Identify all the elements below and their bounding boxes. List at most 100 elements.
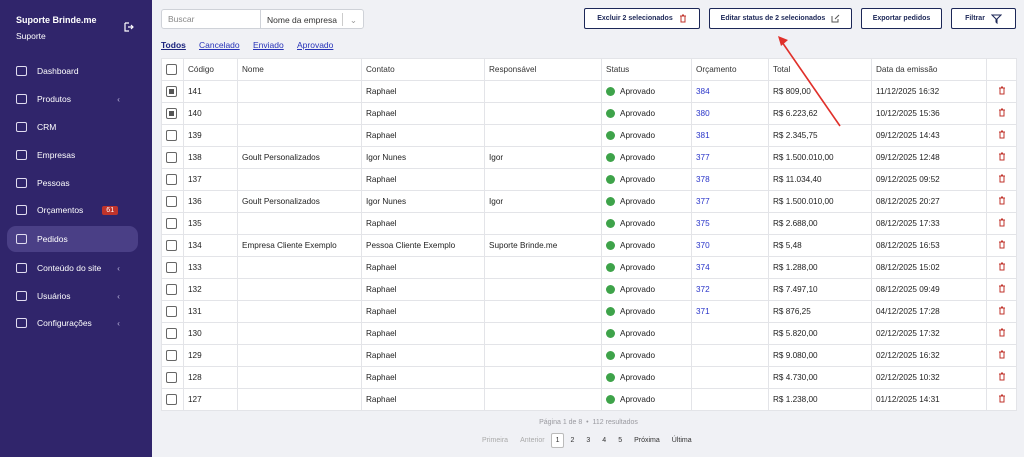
cell-text: Raphael <box>366 109 397 118</box>
filter-button[interactable]: Filtrar <box>951 8 1016 29</box>
row-checkbox[interactable] <box>166 350 177 361</box>
filter-tab[interactable]: Aprovado <box>297 40 334 50</box>
export-button[interactable]: Exportar pedidos <box>861 8 942 29</box>
row-checkbox[interactable] <box>166 394 177 405</box>
cell-codigo: 134 <box>183 234 238 257</box>
row-checkbox[interactable] <box>166 108 177 119</box>
cell-total: R$ 11.034,40 <box>768 168 872 191</box>
row-checkbox[interactable] <box>166 262 177 273</box>
menu-item[interactable]: Orçamentos 61 <box>7 197 138 223</box>
order-row: 128 Raphael Aprovado R$ 4.730,00 02/12/2025 … <box>161 366 1017 389</box>
filter-select[interactable]: Nome da empresa ⌄ <box>260 9 364 29</box>
quote-link[interactable]: 370 <box>696 241 710 250</box>
delete-icon[interactable] <box>998 218 1006 230</box>
delete-icon[interactable] <box>998 86 1006 98</box>
trash-icon <box>998 372 1005 380</box>
cell-contato: Pessoa Cliente Exemplo <box>361 234 485 257</box>
next-page[interactable]: Próxima <box>634 437 660 444</box>
quote-link[interactable]: 374 <box>696 263 710 272</box>
delete-icon[interactable] <box>998 372 1006 384</box>
search-input[interactable]: Buscar <box>161 9 261 29</box>
previous-page[interactable]: Anterior <box>520 437 545 444</box>
quote-link[interactable]: 380 <box>696 109 710 118</box>
menu-label: Orçamentos <box>37 205 84 215</box>
delete-icon[interactable] <box>998 108 1006 120</box>
delete-icon[interactable] <box>998 262 1006 274</box>
row-checkbox[interactable] <box>166 130 177 141</box>
delete-icon[interactable] <box>998 130 1006 142</box>
menu-item[interactable]: Pedidos <box>7 226 138 252</box>
logout-icon[interactable] <box>124 22 134 32</box>
cell-text: Igor <box>489 197 504 206</box>
quote-link[interactable]: 377 <box>696 197 710 206</box>
row-checkbox[interactable] <box>166 328 177 339</box>
last-page[interactable]: Última <box>671 437 692 444</box>
status-dot <box>606 87 615 97</box>
cell-nome <box>237 278 362 301</box>
menu-item[interactable]: Configurações ‹ <box>7 310 138 336</box>
trash-icon <box>998 152 1005 160</box>
select-all-checkbox[interactable] <box>166 64 177 75</box>
menu-item[interactable]: Conteúdo do site ‹ <box>7 255 138 281</box>
row-checkbox[interactable] <box>166 174 177 185</box>
menu-item[interactable]: CRM <box>7 114 138 140</box>
page-number[interactable]: 1 <box>550 433 565 448</box>
quote-link[interactable]: 384 <box>696 87 710 96</box>
page-number[interactable]: 2 <box>570 437 575 444</box>
row-checkbox[interactable] <box>166 196 177 207</box>
checkbox-cell <box>161 190 184 213</box>
cell-data: 08/12/2025 17:33 <box>871 212 987 235</box>
delete-icon[interactable] <box>998 306 1006 318</box>
menu-item[interactable]: Pessoas <box>7 170 138 196</box>
row-checkbox[interactable] <box>166 86 177 97</box>
cell-contato: Raphael <box>361 322 485 345</box>
row-checkbox[interactable] <box>166 152 177 163</box>
cell-responsavel <box>484 388 602 411</box>
cell-text: Raphael <box>366 219 397 228</box>
cell-codigo: 129 <box>183 344 238 367</box>
row-checkbox[interactable] <box>166 372 177 383</box>
menu-item[interactable]: Usuários ‹ <box>7 283 138 309</box>
menu-item[interactable]: Produtos ‹ <box>7 86 138 112</box>
order-row: 133 Raphael Aprovado 374 R$ 1.288,00 08/12/20… <box>161 256 1017 279</box>
quote-link[interactable]: 371 <box>696 307 710 316</box>
delete-icon[interactable] <box>998 152 1006 164</box>
first-page[interactable]: Primeira <box>482 437 509 444</box>
page-number[interactable]: 4 <box>602 437 607 444</box>
quote-link[interactable]: 378 <box>696 175 710 184</box>
row-checkbox[interactable] <box>166 306 177 317</box>
quote-link[interactable]: 372 <box>696 285 710 294</box>
checkbox-cell <box>161 278 184 301</box>
row-checkbox[interactable] <box>166 240 177 251</box>
delete-icon[interactable] <box>998 394 1006 406</box>
delete-icon[interactable] <box>998 240 1006 252</box>
delete-button[interactable]: Excluir 2 selecionados <box>584 8 700 29</box>
annotation-arrow <box>778 36 841 127</box>
edit-status-button[interactable]: Editar status de 2 selecionados <box>709 8 852 29</box>
delete-icon[interactable] <box>998 196 1006 208</box>
cell-text: 128 <box>188 373 202 382</box>
cell-text: R$ 2.345,75 <box>773 131 818 140</box>
page-number[interactable]: 5 <box>618 437 623 444</box>
row-checkbox[interactable] <box>166 284 177 295</box>
quote-link[interactable]: 377 <box>696 153 710 162</box>
menu-item[interactable]: Empresas <box>7 142 138 168</box>
filter-tab[interactable]: Cancelado <box>199 40 240 50</box>
cell-data: 08/12/2025 20:27 <box>871 190 987 213</box>
trash-icon <box>998 196 1005 204</box>
delete-icon[interactable] <box>998 174 1006 186</box>
filter-tab[interactable]: Enviado <box>253 40 284 50</box>
menu-item[interactable]: Dashboard <box>7 58 138 84</box>
quote-link[interactable]: 375 <box>696 219 710 228</box>
row-checkbox[interactable] <box>166 218 177 229</box>
filter-tab[interactable]: Todos <box>161 40 186 50</box>
cell-responsavel <box>484 300 602 323</box>
page-number[interactable]: 3 <box>586 437 591 444</box>
column-header: Data da emissão <box>871 58 987 81</box>
delete-icon[interactable] <box>998 284 1006 296</box>
delete-icon[interactable] <box>998 350 1006 362</box>
cell-text: 02/12/2025 10:32 <box>876 373 940 382</box>
delete-icon[interactable] <box>998 328 1006 340</box>
cell-nome <box>237 168 362 191</box>
quote-link[interactable]: 381 <box>696 131 710 140</box>
